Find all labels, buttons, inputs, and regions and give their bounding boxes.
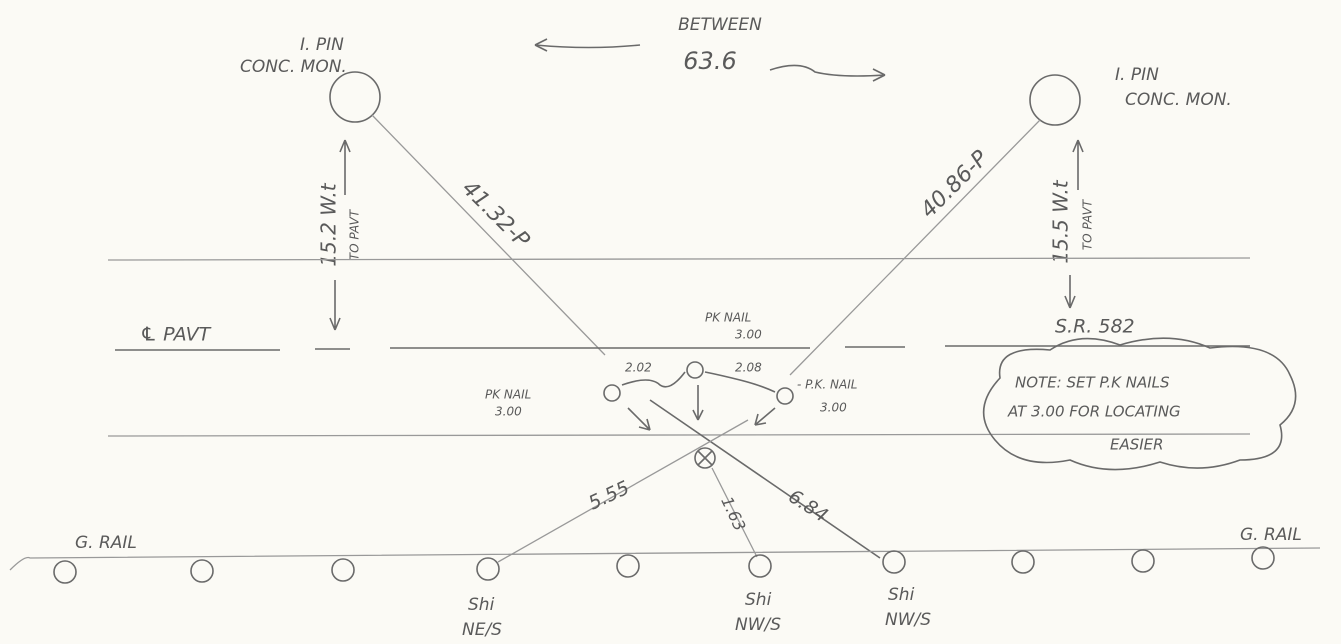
pin-label: CONC. MON. — [1125, 90, 1232, 110]
arrow-right — [770, 65, 885, 81]
shim-label: Shi — [745, 590, 772, 610]
route-label: S.R. 582 — [1055, 316, 1135, 338]
diagonal-label: 40.86-P — [916, 146, 994, 224]
pk-nail — [687, 362, 703, 378]
arrow — [693, 385, 703, 420]
offset-label: TO PAVT — [1081, 198, 1095, 250]
arrow-left — [535, 39, 640, 51]
tie-line — [372, 115, 605, 355]
guard-rail — [10, 548, 1320, 570]
pk-nail-value: 3.00 — [735, 328, 762, 342]
shim-label: Shi — [888, 585, 915, 605]
rail-label: G. RAIL — [1240, 525, 1302, 545]
spacing-mark — [705, 372, 775, 392]
shim-label: Shi — [468, 595, 495, 615]
spacing-label: 2.02 — [625, 361, 652, 375]
survey-sketch: BETWEEN 63.6 I. PIN CONC. MON. I. PIN CO… — [0, 0, 1341, 644]
tie-line — [790, 120, 1040, 375]
shim-label: NW/S — [735, 615, 781, 635]
rail-posts — [54, 547, 1274, 583]
offset-label: 15.5 W.t — [1049, 179, 1073, 263]
pin-monument — [1030, 75, 1080, 125]
pavement-edge — [108, 258, 1250, 260]
between-label: BETWEEN — [678, 15, 762, 35]
arrow — [1073, 140, 1083, 190]
note-line: EASIER — [1110, 436, 1164, 454]
arrow — [628, 408, 650, 430]
offset-label: 15.2 W.t — [317, 182, 341, 266]
pk-nail — [777, 388, 793, 404]
shim-label: NE/S — [462, 620, 502, 640]
pin-label: CONC. MON. — [240, 57, 347, 77]
pin-monument — [330, 72, 380, 122]
pk-nail-value: 3.00 — [495, 405, 522, 419]
centerline — [115, 346, 1250, 350]
spacing-label: 2.08 — [735, 361, 762, 375]
tie-label: 1.63 — [717, 494, 749, 534]
pk-nail-label: PK NAIL — [705, 311, 751, 325]
pk-nail-label: PK NAIL — [485, 388, 531, 402]
centerline-label: ℄ PAVT — [140, 324, 212, 346]
pk-nail-label: - P.K. NAIL — [797, 378, 857, 392]
arrow — [1065, 275, 1075, 308]
rail-label: G. RAIL — [75, 533, 137, 553]
note-line: AT 3.00 FOR LOCATING — [1007, 403, 1181, 421]
pavement-edge — [108, 434, 1250, 436]
shim-label: NW/S — [885, 610, 931, 630]
arrow — [330, 280, 340, 330]
point-cross — [698, 451, 712, 465]
pk-nail — [604, 385, 620, 401]
pin-label: I. PIN — [300, 35, 344, 55]
arrow — [340, 140, 350, 195]
pk-nail-value: 3.00 — [820, 401, 847, 415]
tie-label: 5.55 — [585, 477, 633, 515]
arrow — [755, 408, 775, 425]
note-line: NOTE: SET P.K NAILS — [1015, 374, 1170, 392]
offset-label: TO PAVT — [348, 208, 362, 260]
between-distance: 63.6 — [683, 47, 736, 75]
pin-label: I. PIN — [1115, 65, 1159, 85]
